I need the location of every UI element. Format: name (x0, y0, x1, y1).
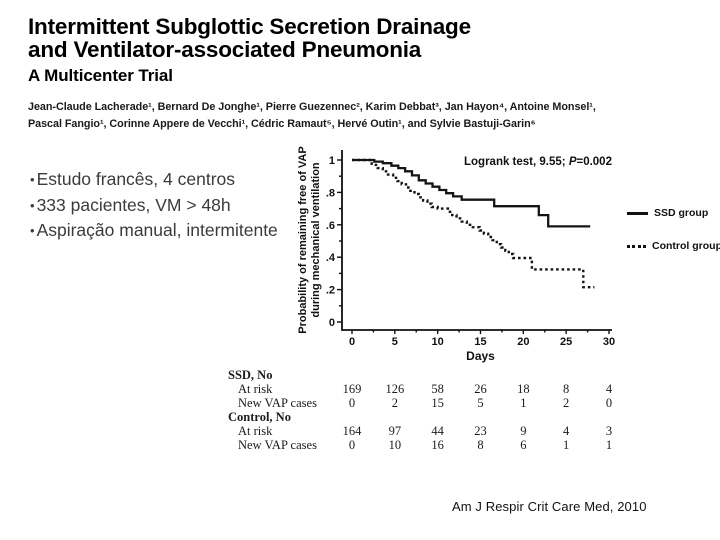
paper-subtitle: A Multicenter Trial (28, 66, 173, 85)
risk-table-cell: 169 (342, 382, 362, 396)
y-tick-label: .6 (326, 220, 335, 232)
chart-legend: SSD group Control group (627, 204, 720, 270)
legend-label: Control group (652, 240, 720, 252)
axes (341, 150, 612, 331)
x-tick-label: 10 (432, 336, 444, 348)
risk-table-cell: 3 (605, 424, 613, 438)
legend-label: SSD group (654, 207, 709, 219)
risk-table-cell: 16 (431, 438, 444, 452)
risk-table-group-header: Control, No (228, 410, 291, 424)
risk-table-cell: 18 (517, 382, 530, 396)
x-tick-label: 25 (560, 336, 572, 348)
risk-table-row-label: New VAP cases (238, 438, 317, 452)
risk-table-cell: 8 (563, 382, 570, 396)
bullet-list: Estudo francês, 4 centros 333 pacientes,… (30, 167, 278, 244)
x-tick-label: 0 (349, 336, 355, 348)
y-axis-title-line1: Probability of remaining free of VAP (297, 146, 309, 333)
risk-table-cell: 5 (477, 396, 484, 410)
series-solid (352, 158, 591, 228)
risk-table-cell: 26 (474, 382, 487, 396)
x-tick-label: 5 (392, 336, 398, 348)
risk-table-row-label: New VAP cases (238, 396, 317, 410)
series-dotted (352, 158, 595, 289)
x-axis-title: Days (466, 349, 495, 363)
risk-table-cell: 44 (431, 424, 444, 438)
risk-table-cell: 10 (388, 438, 402, 452)
dotted-line-icon (627, 244, 647, 248)
risk-table-cell: 126 (385, 382, 405, 396)
risk-table-cell: 0 (605, 396, 613, 410)
authors-list: Jean-Claude Lacherade¹, Bernard De Jongh… (28, 99, 688, 132)
risk-table-cell: 0 (348, 396, 356, 410)
solid-line-icon (627, 211, 648, 215)
risk-table-cell: 1 (605, 438, 613, 452)
y-tick-label: .2 (326, 285, 335, 297)
risk-table-cell: 15 (431, 396, 444, 410)
paper-title-line2: and Ventilator-associated Pneumonia (28, 37, 422, 63)
legend-entry-control: Control group (627, 237, 720, 255)
risk-table-cell: 9 (520, 424, 527, 438)
risk-table-cell: 0 (348, 438, 356, 452)
risk-table-cell: 1 (563, 438, 570, 452)
journal-citation: Am J Respir Crit Care Med, 2010 (452, 499, 647, 514)
risk-table-row-label: At risk (238, 382, 273, 396)
risk-table-group-header: SSD, No (228, 368, 273, 382)
bullet-item: 333 pacientes, VM > 48h (30, 193, 278, 219)
y-tick-label: .4 (326, 252, 336, 264)
y-axis-title-line2: during mechanical ventilation (310, 162, 322, 318)
risk-table-cell: 164 (342, 424, 362, 438)
risk-table-cell: 23 (474, 424, 487, 438)
logrank-annotation: Logrank test, 9.55; P=0.002 (464, 156, 612, 168)
x-tick-label: 15 (474, 336, 486, 348)
risk-table-cell: 8 (477, 438, 484, 452)
paper-title: Intermittent Subglottic Secretion Draina… (28, 15, 471, 62)
risk-table-cell: 4 (563, 424, 570, 438)
risk-table-row-label: At risk (238, 424, 273, 438)
bullet-item: Aspiração manual, intermitente (30, 218, 278, 244)
risk-table-cell: 2 (391, 396, 398, 410)
legend-entry-ssd: SSD group (627, 204, 720, 222)
x-tick-label: 20 (517, 336, 529, 348)
risk-table-cell: 6 (520, 438, 527, 452)
y-tick-label: .8 (326, 187, 335, 199)
km-chart-container: 0.2.4.6.8 1 0 5 10 15 20 25 30 Days Probability of… (290, 138, 720, 370)
risk-table-cell: 1 (520, 396, 527, 410)
y-tick-label: 0 (329, 317, 335, 329)
risk-table-cell: 97 (388, 424, 402, 438)
authors-line1: Jean-Claude Lacherade¹, Bernard De Jongh… (28, 101, 596, 113)
bullet-item: Estudo francês, 4 centros (30, 167, 278, 193)
risk-table-cell: 4 (605, 382, 613, 396)
authors-line2: Pascal Fangio¹, Corinne Appere de Vecchi… (28, 117, 536, 130)
x-tick-label: 30 (603, 336, 615, 348)
y-tick-label: 1 (329, 155, 335, 167)
risk-table-cell: 58 (431, 382, 444, 396)
paper-title-line1: Intermittent Subglottic Secretion Draina… (28, 14, 471, 39)
risk-table-cell: 2 (563, 396, 570, 410)
